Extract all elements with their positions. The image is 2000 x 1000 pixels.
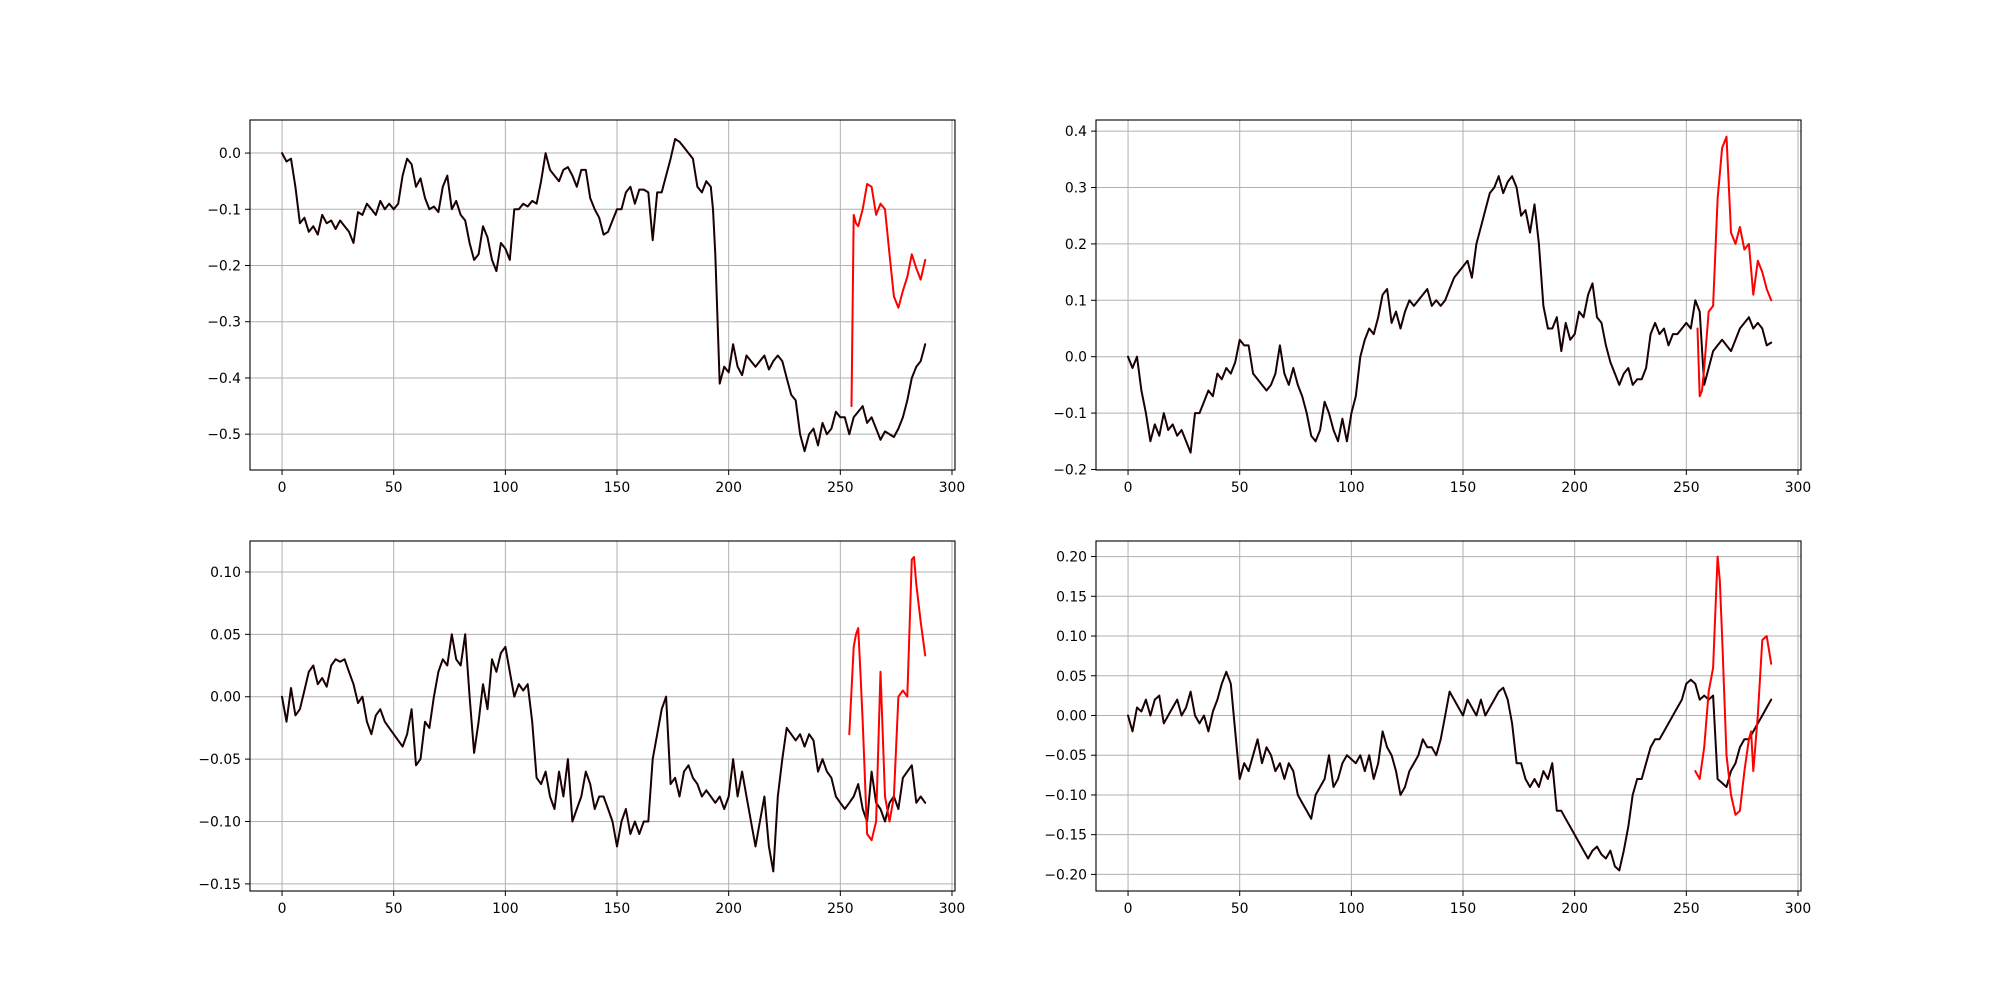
series-line-0 (281, 138, 927, 453)
y-tick-label: 0.3 (1065, 181, 1087, 197)
y-tick-label: 0.15 (1056, 589, 1087, 605)
y-tick-label: 0.20 (1056, 550, 1087, 566)
chart-panel-top-right: 0 50 100 150 200 250 300 −0.2 −0.1 0.0 0.1 0.2 0.3 0.… (1053, 119, 1812, 496)
series-line-0 (1127, 175, 1773, 454)
series-line-1 (1696, 135, 1773, 398)
x-tick-label: 0 (278, 480, 287, 496)
y-tick-label: 0.00 (210, 690, 241, 706)
y-tick-label: 0.1 (1065, 293, 1087, 309)
y-tick-label: −0.1 (1053, 406, 1087, 422)
x-tick-label: 150 (604, 480, 631, 496)
y-tick-label: 0.10 (1056, 629, 1087, 645)
y-tick-label: −0.3 (207, 315, 241, 331)
x-tick-label: 250 (827, 901, 854, 917)
y-tick-label: −0.2 (207, 259, 241, 275)
x-tick-label: 250 (1673, 901, 1700, 917)
axes-frame (249, 540, 956, 892)
x-tick-label: 100 (1338, 480, 1365, 496)
y-tick-label: −0.20 (1044, 867, 1087, 883)
x-tick-label: 300 (939, 901, 966, 917)
x-tick-label: 100 (1338, 901, 1365, 917)
x-tick-label: 200 (715, 901, 742, 917)
x-tick-label: 150 (1450, 901, 1477, 917)
x-tick-label: 250 (1673, 480, 1700, 496)
y-tick-label: −0.05 (1044, 748, 1087, 764)
chart-panel-top-left: 0 50 100 150 200 250 300 0.0 −0.1 −0.2 −0.3 −0.4 −0.… (207, 119, 966, 496)
y-tick-label: 0.4 (1065, 124, 1087, 140)
y-tick-label: −0.4 (207, 371, 241, 387)
axes-frame (1095, 540, 1802, 892)
y-tick-label: −0.10 (1044, 788, 1087, 804)
x-tick-label: 300 (1785, 901, 1812, 917)
x-tick-label: 250 (827, 480, 854, 496)
x-tick-label: 50 (385, 480, 403, 496)
y-tick-label: −0.15 (1044, 828, 1087, 844)
chart-panel-bottom-right: 0 50 100 150 200 250 300 0.20 0.15 0.10 0.05 0.00 −0… (1044, 540, 1812, 917)
x-tick-label: 300 (1785, 480, 1812, 496)
axes-frame (249, 119, 956, 471)
y-tick-label: 0.0 (1065, 350, 1087, 366)
y-tick-label: −0.1 (207, 202, 241, 218)
y-tick-label: 0.05 (1056, 669, 1087, 685)
x-tick-label: 200 (1561, 901, 1588, 917)
series-line-0 (281, 633, 927, 873)
chart-panel-bottom-left: 0 50 100 150 200 250 300 0.10 0.05 0.00 −0.05 −0.10… (198, 540, 966, 917)
y-tick-label: −0.2 (1053, 462, 1087, 478)
y-tick-label: 0.10 (210, 565, 241, 581)
series-line-1 (1694, 555, 1773, 816)
y-tick-label: −0.05 (198, 752, 241, 768)
x-tick-label: 100 (492, 480, 519, 496)
x-tick-label: 0 (1124, 480, 1133, 496)
y-tick-label: 0.2 (1065, 237, 1087, 253)
x-tick-label: 50 (1231, 480, 1249, 496)
x-tick-label: 200 (1561, 480, 1588, 496)
x-tick-label: 100 (492, 901, 519, 917)
x-tick-label: 200 (715, 480, 742, 496)
x-tick-label: 50 (1231, 901, 1249, 917)
x-tick-label: 300 (939, 480, 966, 496)
x-tick-label: 150 (1450, 480, 1477, 496)
x-tick-label: 50 (385, 901, 403, 917)
axes-frame (1095, 119, 1802, 471)
y-tick-label: 0.0 (219, 146, 241, 162)
y-tick-label: −0.10 (198, 814, 241, 830)
series-line-1 (850, 183, 927, 408)
y-tick-label: −0.5 (207, 427, 241, 443)
x-tick-label: 150 (604, 901, 631, 917)
y-tick-label: 0.00 (1056, 708, 1087, 724)
x-tick-label: 0 (1124, 901, 1133, 917)
y-tick-label: −0.15 (198, 877, 241, 893)
x-tick-label: 0 (278, 901, 287, 917)
series-line-0 (1127, 670, 1773, 872)
y-tick-label: 0.05 (210, 627, 241, 643)
series-line-1 (848, 556, 927, 842)
